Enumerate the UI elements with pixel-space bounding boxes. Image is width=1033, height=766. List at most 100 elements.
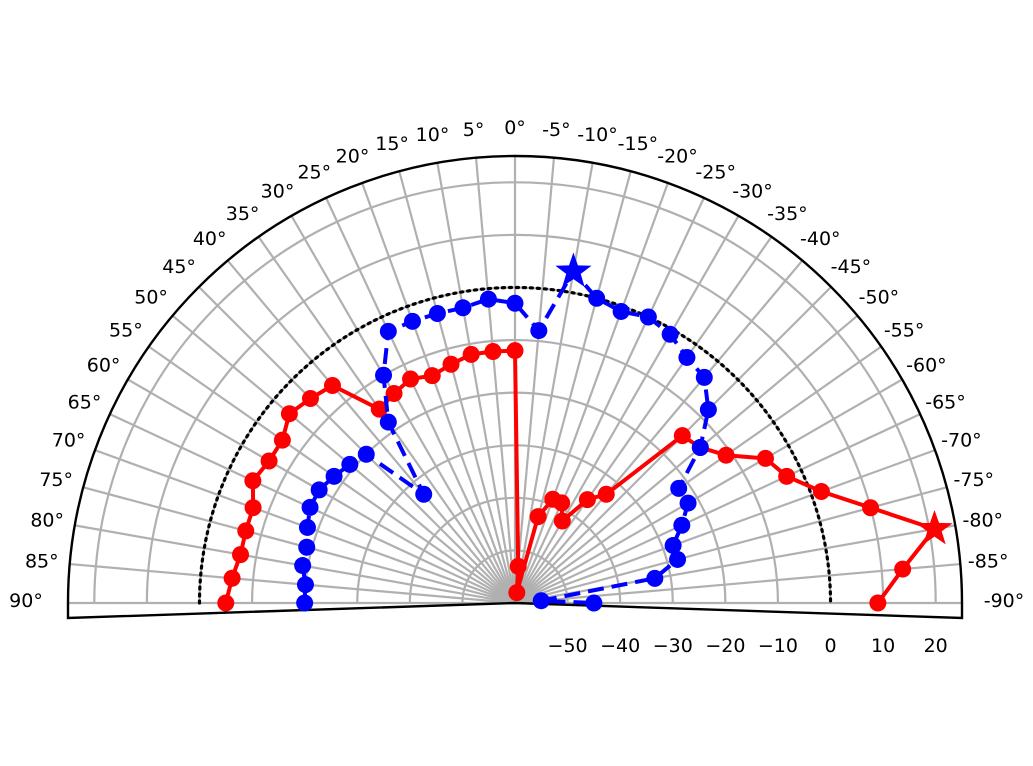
data-point — [341, 455, 359, 473]
data-point — [530, 322, 548, 340]
data-point — [237, 522, 255, 540]
angular-gridline — [514, 215, 740, 604]
angular-gridline — [361, 182, 517, 604]
angle-tick-label: -10° — [577, 124, 618, 146]
frame-arc — [66, 154, 964, 604]
radial-tick-label: −20 — [705, 635, 745, 657]
data-point — [695, 368, 713, 386]
data-point — [553, 512, 571, 530]
angle-tick-label: 25° — [297, 162, 331, 184]
data-point — [612, 302, 630, 320]
angle-tick-label: 55° — [109, 320, 143, 342]
data-point — [325, 467, 343, 485]
data-point — [244, 472, 262, 490]
angular-gridline — [513, 182, 669, 604]
angle-tick-label: 60° — [87, 355, 121, 377]
data-point — [553, 494, 571, 512]
data-point — [217, 594, 235, 612]
data-point — [323, 376, 341, 394]
data-point — [894, 560, 912, 578]
angle-tick-label: -60° — [906, 355, 947, 377]
data-point — [756, 449, 774, 467]
data-point — [699, 401, 717, 419]
data-point — [423, 367, 441, 385]
angular-gridline — [514, 449, 936, 605]
angle-tick-label: -40° — [800, 228, 841, 250]
radial-tick-label: 20 — [924, 635, 948, 657]
angular-gridline — [514, 259, 804, 604]
angular-gridline — [474, 157, 517, 604]
angular-gridline — [513, 157, 556, 604]
radial-tick-label: −40 — [600, 635, 640, 657]
angular-gridline — [325, 197, 516, 604]
data-point — [479, 290, 497, 308]
data-point — [664, 536, 682, 554]
radial-tick-label: 0 — [824, 635, 836, 657]
data-point — [273, 431, 291, 449]
reference-circle — [197, 285, 833, 605]
angular-gridline — [514, 345, 882, 604]
data-point — [778, 467, 796, 485]
angle-tick-label: -15° — [618, 133, 659, 155]
data-point — [578, 491, 596, 509]
data-point — [506, 294, 524, 312]
angle-tick-label: 15° — [375, 133, 409, 155]
data-point — [673, 427, 691, 445]
angular-gridline — [436, 162, 517, 604]
data-point — [484, 343, 502, 361]
data-point — [280, 405, 298, 423]
data-point — [597, 485, 615, 503]
angular-gridline — [226, 259, 516, 604]
angle-tick-label: 5° — [463, 119, 485, 141]
data-point — [508, 584, 526, 602]
frame-bottom — [66, 601, 964, 620]
radial-tick-label: −10 — [758, 635, 798, 657]
data-point — [223, 569, 241, 587]
data-point — [669, 550, 687, 568]
angle-tick-label: 65° — [68, 391, 102, 413]
frame — [66, 154, 964, 620]
data-point — [588, 289, 606, 307]
radial-labels: −50 −40 −30 −20 −10 0 10 20 — [548, 635, 948, 657]
data-point — [679, 494, 697, 512]
angular-gridline — [514, 413, 921, 604]
data-point — [454, 299, 472, 317]
data-point — [375, 366, 393, 384]
angle-tick-label: -5° — [542, 119, 570, 141]
angle-tick-label: 45° — [162, 256, 196, 278]
series-layer — [217, 252, 953, 612]
data-point — [296, 576, 314, 594]
data-point — [385, 385, 403, 403]
peak-star-marker — [555, 252, 592, 287]
angle-tick-label: 30° — [261, 181, 295, 203]
data-point — [298, 538, 316, 556]
angle-tick-label: -55° — [884, 320, 925, 342]
data-point — [673, 516, 691, 534]
data-point — [661, 325, 679, 343]
data-point — [296, 594, 314, 612]
data-point — [646, 569, 664, 587]
angle-tick-label: -25° — [695, 162, 736, 184]
angular-gridline — [69, 562, 516, 605]
angle-tick-label: 40° — [193, 228, 227, 250]
angle-tick-label: -50° — [859, 287, 900, 309]
data-point — [442, 355, 460, 373]
data-point — [379, 322, 397, 340]
radial-tick-label: −50 — [548, 635, 588, 657]
radial-tick-label: −30 — [653, 635, 693, 657]
angle-tick-label: -90° — [984, 590, 1025, 612]
angle-tick-label: 80° — [30, 510, 64, 532]
angular-gridline — [398, 170, 517, 604]
angle-tick-label: 10° — [416, 124, 450, 146]
data-point — [379, 413, 397, 431]
angle-labels: 90°85°80°75°70°65°60°55°50°45°40°35°30°2… — [9, 117, 1024, 612]
data-point — [529, 508, 547, 526]
data-point — [244, 499, 262, 517]
angle-tick-label: 90° — [9, 590, 43, 612]
data-point — [812, 482, 830, 500]
data-point — [402, 370, 420, 388]
angle-tick-label: -80° — [963, 510, 1004, 532]
data-point — [639, 308, 657, 326]
angular-gridline — [290, 215, 516, 604]
angle-tick-label: -65° — [925, 391, 966, 413]
